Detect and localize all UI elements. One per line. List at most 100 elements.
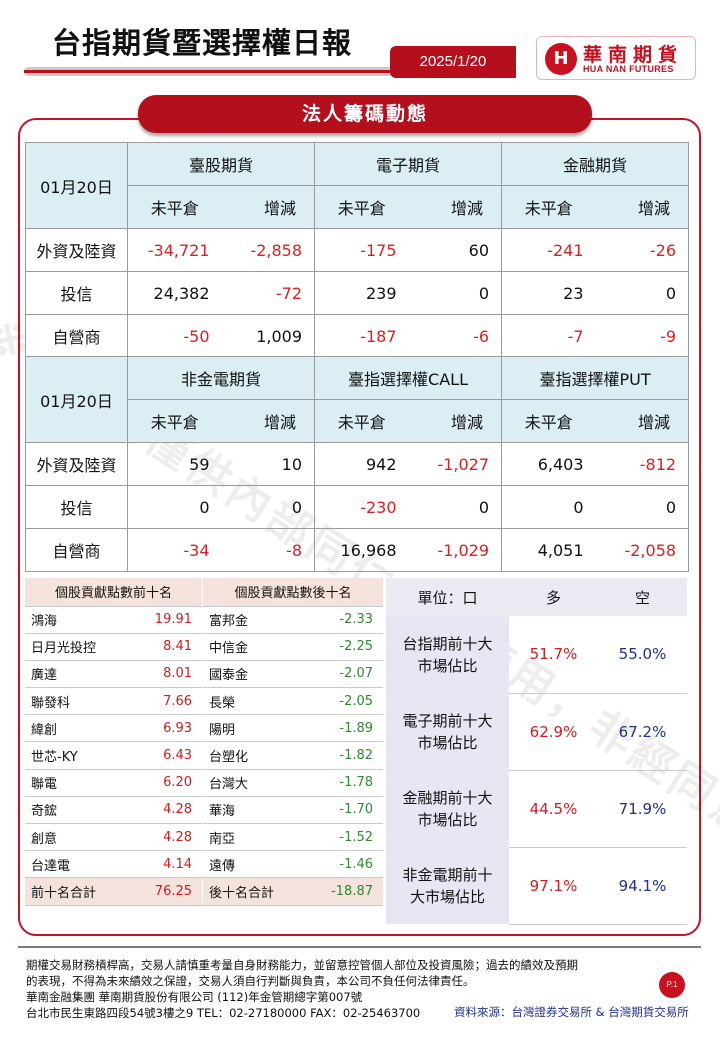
cell: -2,058 — [595, 528, 690, 572]
col-header: 未平倉 — [501, 185, 596, 229]
cell: 942 — [314, 442, 409, 486]
list-item: 富邦金 -2.33 — [203, 606, 384, 634]
stock-value: -1.70 — [306, 796, 384, 825]
stock-value: 6.20 — [125, 769, 203, 797]
total-label: 前十名合計 — [25, 877, 125, 906]
list-item: 聯電 6.20 — [25, 769, 203, 797]
cell: 0 — [127, 485, 222, 529]
address-line: 台北市民生東路四段54號3樓之9 TEL：02-27180000 FAX：02-… — [26, 1006, 421, 1020]
short-share: 94.1% — [598, 847, 687, 925]
stock-name: 世芯-KY — [25, 741, 125, 770]
cell: 4,051 — [501, 528, 596, 572]
short-share: 67.2% — [598, 693, 687, 771]
cell: -34 — [127, 528, 222, 572]
stock-name: 創意 — [25, 823, 125, 852]
cell: 60 — [408, 228, 503, 272]
long-header: 多 — [509, 578, 598, 616]
report-title: 台指期貨暨選擇權日報 — [52, 26, 353, 60]
list-item: 台灣大 -1.78 — [203, 769, 384, 797]
total-row: 後十名合計 -18.87 — [203, 877, 384, 906]
table-row: 非金電期前十 大市場佔比 97.1% 94.1% — [386, 847, 687, 925]
cell: 0 — [595, 485, 690, 529]
stock-value: -2.25 — [306, 633, 384, 661]
list-item: 遠傳 -1.46 — [203, 850, 384, 879]
stock-value: -1.46 — [306, 850, 384, 879]
cell: 10 — [221, 442, 316, 486]
col-header: 未平倉 — [314, 185, 409, 229]
company-logo: H 華南期貨 HUA NAN FUTURES — [536, 36, 696, 80]
footer-divider — [18, 946, 701, 948]
table-row: 台指期前十大 市場佔比 51.7% 55.0% — [386, 616, 687, 694]
table-row: 自營商 -50 1,009 -187 -6 -7 -9 — [25, 314, 690, 358]
disclaimer-line: 的表現，不得為未來績效之保證，交易人須自行判斷與負責，本公司不負任何法律責任。 — [26, 974, 475, 988]
cell: -7 — [501, 314, 596, 358]
col-header: 增減 — [595, 185, 690, 229]
short-header: 空 — [598, 578, 687, 616]
cell: -1,027 — [408, 442, 503, 486]
cell: -26 — [595, 228, 690, 272]
share-label: 金融期前十大 市場佔比 — [386, 770, 509, 847]
cell: -8 — [221, 528, 316, 572]
stock-value: 6.43 — [125, 741, 203, 770]
cell: 1,009 — [221, 314, 316, 358]
list-item: 奇鋐 4.28 — [25, 796, 203, 825]
group-header: 臺指選擇權CALL — [314, 356, 503, 400]
list-item: 華海 -1.70 — [203, 796, 384, 825]
total-value: 76.25 — [125, 877, 203, 906]
top10-contribution-table: 個股貢獻點數前十名 鴻海 19.91 日月光投控 8.41 廣達 8.01 聯發科 7.… — [25, 578, 203, 906]
list-item: 台達電 4.14 — [25, 850, 203, 879]
group-header: 非金電期貨 — [126, 356, 316, 400]
list-item: 廣達 8.01 — [25, 660, 203, 689]
col-header: 增減 — [221, 185, 316, 229]
stock-value: 8.01 — [125, 660, 203, 689]
stock-name: 鴻海 — [25, 606, 125, 634]
list-item: 長榮 -2.05 — [203, 687, 384, 716]
total-value: -18.87 — [306, 877, 384, 906]
col-header: 增減 — [408, 399, 503, 443]
stock-name: 聯電 — [25, 769, 125, 797]
stock-value: 7.66 — [125, 687, 203, 716]
stock-value: -1.78 — [306, 769, 384, 797]
list-item: 世芯-KY 6.43 — [25, 741, 203, 770]
long-share: 62.9% — [509, 693, 598, 771]
stock-name: 緯創 — [25, 714, 125, 743]
stock-name: 日月光投控 — [25, 633, 125, 661]
stock-value: -1.52 — [306, 823, 384, 852]
stock-value: -1.89 — [306, 714, 384, 743]
cell: -72 — [221, 271, 316, 315]
data-source: 資料來源：台灣證券交易所 & 台灣期貨交易所 — [454, 1005, 689, 1019]
stock-value: -2.07 — [306, 660, 384, 689]
cell: -187 — [314, 314, 409, 358]
cell: 24,382 — [127, 271, 222, 315]
cell: 0 — [221, 485, 316, 529]
list-item: 國泰金 -2.07 — [203, 660, 384, 689]
company-line: 華南金融集團 華南期貨股份有限公司 (112)年金管期總字第007號 — [26, 990, 363, 1004]
table-row: 電子期前十大 市場佔比 62.9% 67.2% — [386, 693, 687, 771]
cell: 239 — [314, 271, 409, 315]
section-banner: 法人籌碼動態 — [138, 95, 592, 133]
stock-name: 廣達 — [25, 660, 125, 689]
table-row: 投信 0 0 -230 0 0 0 — [25, 485, 690, 529]
bottom10-contribution-table: 個股貢獻點數後十名 富邦金 -2.33 中信金 -2.25 國泰金 -2.07 長榮 -… — [203, 578, 384, 906]
stock-value: 4.14 — [125, 850, 203, 879]
share-label: 電子期前十大 市場佔比 — [386, 693, 509, 770]
group-header: 電子期貨 — [314, 142, 503, 186]
table-row: 金融期前十大 市場佔比 44.5% 71.9% — [386, 770, 687, 848]
row-label: 外資及陸資 — [25, 228, 128, 272]
cell: -812 — [595, 442, 690, 486]
col-header: 未平倉 — [314, 399, 409, 443]
share-label: 非金電期前十 大市場佔比 — [386, 847, 509, 924]
col-header: 未平倉 — [127, 399, 222, 443]
stock-name: 奇鋐 — [25, 796, 125, 825]
market-share-table: 單位：口 多 空 台指期前十大 市場佔比 51.7% 55.0% 電子期前十大 市場… — [386, 578, 687, 925]
group-header: 臺指選擇權PUT — [501, 356, 690, 400]
stock-value: 19.91 — [125, 606, 203, 634]
logo-english-name: HUA NAN FUTURES — [583, 64, 674, 74]
stock-value: 4.28 — [125, 823, 203, 852]
cell: 23 — [501, 271, 596, 315]
total-label: 後十名合計 — [203, 877, 306, 906]
list-item: 南亞 -1.52 — [203, 823, 384, 852]
cell: 6,403 — [501, 442, 596, 486]
short-share: 55.0% — [598, 616, 687, 694]
stock-name: 南亞 — [203, 823, 306, 852]
